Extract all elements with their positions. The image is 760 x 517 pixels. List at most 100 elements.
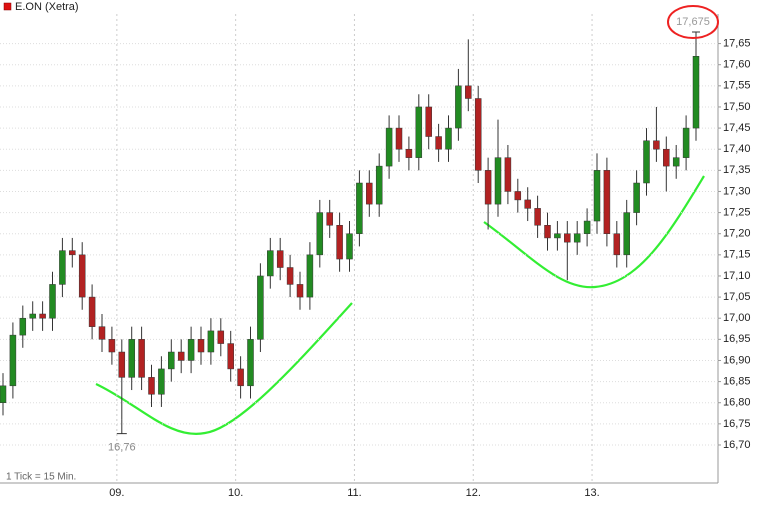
y-tick-label: 16,75	[723, 418, 751, 430]
candle-body	[346, 233, 353, 260]
y-tick-label: 17,50	[723, 101, 751, 113]
y-tick-label: 17,25	[723, 206, 751, 218]
candle-body	[118, 351, 126, 378]
y-tick-label: 16,90	[723, 354, 751, 366]
candle-body	[108, 339, 116, 353]
candle-body	[69, 250, 76, 256]
candle-body	[623, 212, 630, 256]
candle-body	[316, 212, 324, 256]
candle-body	[504, 157, 512, 192]
candle-body	[267, 250, 274, 277]
trend-curve	[95, 302, 353, 436]
candle-body	[39, 313, 46, 319]
candle-body	[613, 233, 621, 256]
y-tick-label: 16,85	[723, 376, 751, 388]
candle-body	[514, 191, 522, 201]
candle-body	[564, 233, 571, 243]
y-tick-label: 17,15	[723, 249, 751, 261]
candle-body	[138, 339, 145, 378]
candle-body	[534, 208, 541, 226]
y-tick-label: 17,40	[723, 143, 751, 155]
candle-body	[465, 85, 472, 99]
candle-body	[168, 351, 175, 370]
candle-body	[653, 140, 660, 150]
candle-body	[672, 157, 680, 167]
candle-body	[425, 106, 432, 137]
y-tick-label: 17,30	[723, 185, 751, 197]
candle-body	[603, 170, 611, 234]
candle-body	[554, 233, 561, 239]
y-tick-label: 17,45	[723, 122, 751, 134]
candle-body	[544, 225, 551, 239]
chart-title: E.ON (Xetra)	[15, 1, 79, 13]
candle-body	[455, 85, 462, 129]
candle-body	[494, 157, 502, 205]
candle-body	[524, 199, 531, 209]
y-tick-label: 17,65	[723, 37, 751, 49]
candle-body	[158, 368, 165, 395]
candle-body	[336, 225, 343, 260]
x-tick-label: 13.	[584, 487, 599, 499]
annotation-label: 16,76	[108, 442, 136, 454]
candle-body	[484, 170, 492, 205]
annotation-label: 17,675	[676, 16, 710, 28]
candle-body	[128, 339, 135, 378]
candle-body	[29, 313, 36, 319]
candle-body	[633, 182, 640, 213]
candle-body	[573, 233, 581, 243]
candle-body	[59, 250, 66, 285]
y-tick-label: 17,10	[723, 270, 751, 282]
candle-body	[247, 339, 254, 387]
x-tick-label: 12.	[466, 487, 481, 499]
candle-body	[692, 56, 700, 129]
candle-body	[217, 330, 225, 344]
candle-body	[375, 165, 383, 205]
candle-body	[643, 140, 650, 184]
candle-body	[356, 182, 363, 234]
candle-body	[395, 127, 403, 150]
candle-body	[663, 148, 670, 167]
annotation-circle	[667, 5, 719, 40]
candle-body	[306, 254, 314, 298]
y-tick-label: 17,60	[723, 59, 751, 71]
trend-curve	[483, 175, 705, 289]
candle-body	[187, 339, 195, 361]
candle-body	[415, 106, 423, 158]
candle-body	[98, 326, 106, 340]
title-marker	[3, 2, 12, 11]
candle-body	[445, 127, 452, 150]
candle-body	[19, 317, 27, 336]
candle-body	[326, 212, 333, 226]
y-tick-label: 17,00	[723, 312, 751, 324]
candle-body	[474, 98, 482, 171]
x-tick-label: 11.	[347, 487, 361, 499]
candle-body	[257, 275, 264, 340]
y-tick-label: 16,70	[723, 439, 751, 451]
y-tick-label: 17,05	[723, 291, 751, 303]
candle-body	[49, 284, 56, 319]
candle-body	[148, 377, 155, 395]
candle-body	[593, 170, 601, 222]
candle-body	[88, 296, 96, 327]
y-tick-label: 17,20	[723, 228, 751, 240]
candle-body	[385, 127, 393, 167]
candle-body	[435, 136, 442, 150]
candle-body	[405, 148, 413, 158]
candle-body	[197, 339, 205, 353]
candle-body	[0, 385, 7, 403]
candle-body	[583, 220, 591, 234]
candle-body	[237, 368, 244, 387]
candle-body	[177, 351, 185, 361]
candle-body	[296, 284, 304, 298]
candle-body	[78, 254, 86, 298]
y-tick-label: 16,95	[723, 333, 751, 345]
y-tick-label: 17,55	[723, 80, 751, 92]
candle-body	[227, 343, 234, 370]
candle-body	[366, 182, 373, 205]
tick-note: 1 Tick = 15 Min.	[6, 472, 76, 483]
y-tick-label: 17,35	[723, 164, 751, 176]
y-tick-label: 16,80	[723, 397, 751, 409]
candle-body	[207, 330, 215, 353]
x-tick-label: 09.	[109, 487, 124, 499]
